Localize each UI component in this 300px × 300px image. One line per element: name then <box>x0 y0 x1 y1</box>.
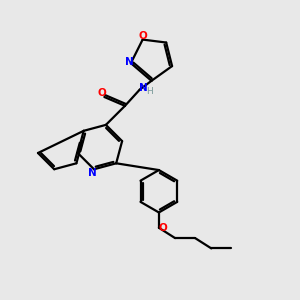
Text: O: O <box>158 223 167 233</box>
Text: N: N <box>140 83 148 94</box>
Text: H: H <box>146 87 152 96</box>
Text: O: O <box>139 31 148 41</box>
Text: O: O <box>97 88 106 98</box>
Text: N: N <box>125 57 134 67</box>
Text: N: N <box>88 168 97 178</box>
